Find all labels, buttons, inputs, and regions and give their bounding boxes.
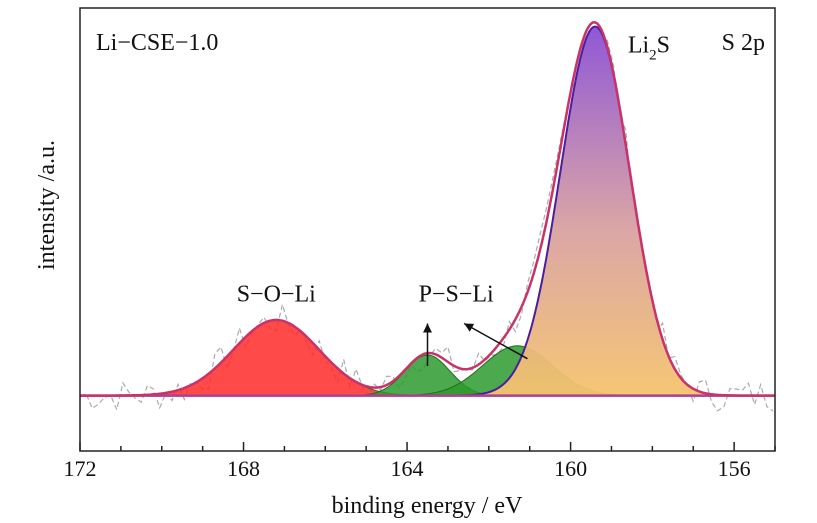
y-axis-title: intensity /a.u. [34, 140, 60, 270]
x-tick-label: 172 [64, 456, 97, 481]
x-axis: 172 168 164 160 156 [64, 442, 776, 481]
plot-frame [79, 7, 776, 452]
x-tick-label: 168 [227, 456, 260, 481]
peak-label-ps-li: P−S−Li [419, 281, 494, 307]
x-axis-title: binding energy / eV [332, 493, 524, 519]
peak-label-so-li: S−O−Li [237, 281, 316, 307]
x-tick-label: 164 [391, 456, 424, 481]
x-tick-label: 160 [554, 456, 587, 481]
arrow-ps-li-2 [463, 322, 528, 360]
sample-label: Li−CSE−1.0 [96, 30, 218, 56]
peak-label-li2s: Li2S [628, 32, 670, 63]
region-label: S 2p [722, 30, 765, 56]
x-tick-label: 156 [718, 456, 751, 481]
